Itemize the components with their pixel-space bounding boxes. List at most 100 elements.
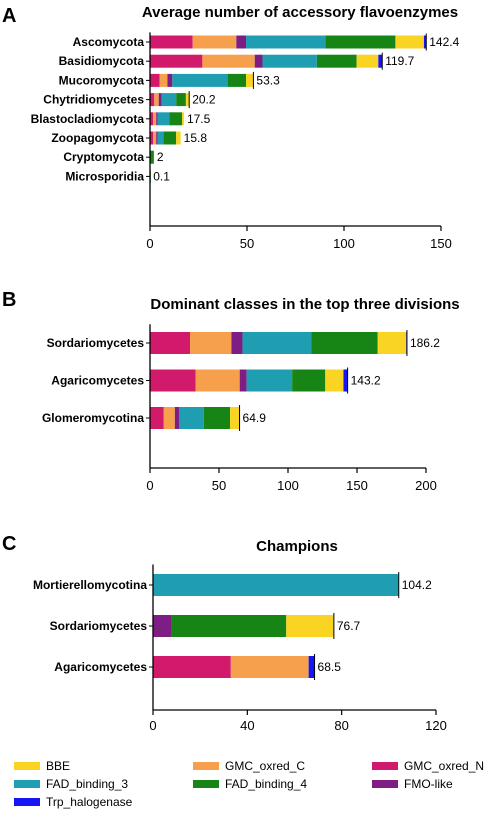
bar-basidiomycota-gmc-oxred-n <box>150 54 203 68</box>
panel-a: Ascomycota 142.4 Basidiomycota 119.7 Mucorom… <box>31 32 460 251</box>
bar-sordariomycetes-bbe <box>286 615 334 637</box>
x-tick-label: 50 <box>212 478 226 493</box>
total-label: 104.2 <box>402 578 432 592</box>
bar-glomeromycotina-fad-binding-3 <box>178 407 204 429</box>
bar-agaricomycetes-trp-halogenase <box>343 369 348 392</box>
total-label: 0.1 <box>153 169 170 183</box>
bar-basidiomycota-gmc-oxred-c <box>202 54 255 68</box>
panel-label-b: B <box>2 289 16 311</box>
bar-agaricomycetes-fad-binding-3 <box>246 369 293 392</box>
bar-glomeromycotina-fad-binding-4 <box>203 407 231 429</box>
panel-label-c: C <box>2 533 16 555</box>
bar-blastocladiomycota-fad-binding-3 <box>157 112 170 126</box>
legend-label-gmc-oxred-n: GMC_oxred_N <box>404 759 484 773</box>
legend-label-gmc-oxred-c: GMC_oxred_C <box>225 759 305 773</box>
total-label: 64.9 <box>243 411 267 425</box>
bar-sordariomycetes-bbe <box>377 332 407 354</box>
x-tick-label: 80 <box>334 718 348 733</box>
bar-sordariomycetes-fad-binding-4 <box>171 615 287 637</box>
category-label: Sordariomycetes <box>47 336 145 350</box>
legend-swatch-bbe <box>14 762 40 770</box>
bar-ascomycota-fmo-like <box>236 35 247 49</box>
panel-c: Mortierellomycotina 104.2 Sordariomycetes 7… <box>33 564 447 733</box>
bar-basidiomycota-trp-halogenase <box>378 54 383 68</box>
legend-label-fad-binding-3: FAD_binding_3 <box>46 777 128 791</box>
chart-title-a: Average number of accessory flavoenzymes <box>142 4 458 21</box>
total-label: 17.5 <box>187 112 211 126</box>
total-label: 20.2 <box>192 93 216 107</box>
bar-agaricomycetes-gmc-oxred-n <box>150 369 196 392</box>
bar-glomeromycotina-fmo-like <box>174 407 179 429</box>
legend-label-bbe: BBE <box>46 759 70 773</box>
x-tick-label: 0 <box>149 718 156 733</box>
bar-glomeromycotina-gmc-oxred-n <box>150 407 164 429</box>
category-label: Mucoromycota <box>59 73 145 87</box>
category-label: Chytridiomycetes <box>43 93 144 107</box>
bar-mucoromycota-fmo-like <box>167 73 173 87</box>
bar-sordariomycetes-fad-binding-3 <box>242 332 312 354</box>
bar-zoopagomycota-fad-binding-3 <box>157 131 164 145</box>
bar-mucoromycota-fad-binding-3 <box>172 73 228 87</box>
bar-ascomycota-fad-binding-4 <box>325 35 396 49</box>
legend-swatch-fmo-like <box>372 780 398 788</box>
category-label: Cryptomycota <box>63 150 144 164</box>
legend-label-trp-halogenase: Trp_halogenase <box>46 795 133 809</box>
bar-ascomycota-bbe <box>395 35 424 49</box>
bar-zoopagomycota-bbe <box>176 131 181 145</box>
legend-swatch-trp-halogenase <box>14 798 40 806</box>
bar-blastocladiomycota-bbe <box>182 112 184 126</box>
total-label: 53.3 <box>256 73 280 87</box>
bar-chytridiomycetes-fad-binding-3 <box>161 93 177 107</box>
x-tick-label: 150 <box>430 236 452 251</box>
bar-sordariomycetes-fmo-like <box>231 332 243 354</box>
bar-blastocladiomycota-fad-binding-4 <box>169 112 183 126</box>
x-tick-label: 50 <box>240 236 254 251</box>
legend-label-fad-binding-4: FAD_binding_4 <box>225 777 307 791</box>
bar-basidiomycota-bbe <box>356 54 379 68</box>
chart-title-c: Champions <box>256 538 338 555</box>
bar-ascomycota-gmc-oxred-n <box>150 35 193 49</box>
bar-sordariomycetes-gmc-oxred-c <box>190 332 232 354</box>
legend-swatch-gmc-oxred-c <box>193 762 219 770</box>
bar-zoopagomycota-gmc-oxred-n <box>150 131 154 145</box>
bar-agaricomycetes-gmc-oxred-c <box>195 369 240 392</box>
bar-blastocladiomycota-gmc-oxred-n <box>150 112 154 126</box>
bar-chytridiomycetes-fmo-like <box>158 93 162 107</box>
category-label: Agaricomycetes <box>51 374 144 388</box>
bar-ascomycota-trp-halogenase <box>423 35 427 49</box>
bar-sordariomycetes-fmo-like <box>153 615 172 637</box>
bar-ascomycota-fad-binding-3 <box>246 35 326 49</box>
bar-mucoromycota-bbe <box>246 73 254 87</box>
bar-agaricomycetes-bbe <box>325 369 344 392</box>
bar-zoopagomycota-gmc-oxred-c <box>153 131 157 145</box>
total-label: 143.2 <box>351 374 381 388</box>
bar-blastocladiomycota-fmo-like <box>156 112 158 126</box>
bar-agaricomycetes-fad-binding-4 <box>292 369 326 392</box>
bar-chytridiomycetes-gmc-oxred-n <box>150 93 155 107</box>
bar-agaricomycetes-trp-halogenase <box>308 656 315 678</box>
legend-swatch-fad-binding-3 <box>14 780 40 788</box>
category-label: Microsporidia <box>65 169 144 183</box>
total-label: 68.5 <box>318 660 342 674</box>
category-label: Glomeromycotina <box>42 411 144 425</box>
x-tick-label: 0 <box>146 478 153 493</box>
bar-agaricomycetes-gmc-oxred-n <box>153 656 231 678</box>
x-tick-label: 200 <box>415 478 437 493</box>
category-label: Ascomycota <box>73 35 145 49</box>
bar-mucoromycota-gmc-oxred-n <box>150 73 160 87</box>
x-tick-label: 100 <box>277 478 299 493</box>
bar-cryptomycota-fad-binding-4 <box>150 150 154 164</box>
bar-sordariomycetes-gmc-oxred-n <box>150 332 191 354</box>
legend-label-fmo-like: FMO-like <box>404 777 453 791</box>
bar-sordariomycetes-fad-binding-4 <box>311 332 378 354</box>
category-label: Basidiomycota <box>59 54 145 68</box>
x-tick-label: 100 <box>333 236 355 251</box>
category-label: Sordariomycetes <box>50 619 148 633</box>
panel-b: Sordariomycetes 186.2 Agaricomycetes 143.2 G… <box>42 324 440 493</box>
bar-mucoromycota-fad-binding-4 <box>227 73 247 87</box>
bar-ascomycota-gmc-oxred-c <box>192 35 237 49</box>
bar-glomeromycotina-bbe <box>230 407 240 429</box>
category-label: Blastocladiomycota <box>31 112 145 126</box>
total-label: 2 <box>157 150 164 164</box>
total-label: 15.8 <box>184 131 208 145</box>
